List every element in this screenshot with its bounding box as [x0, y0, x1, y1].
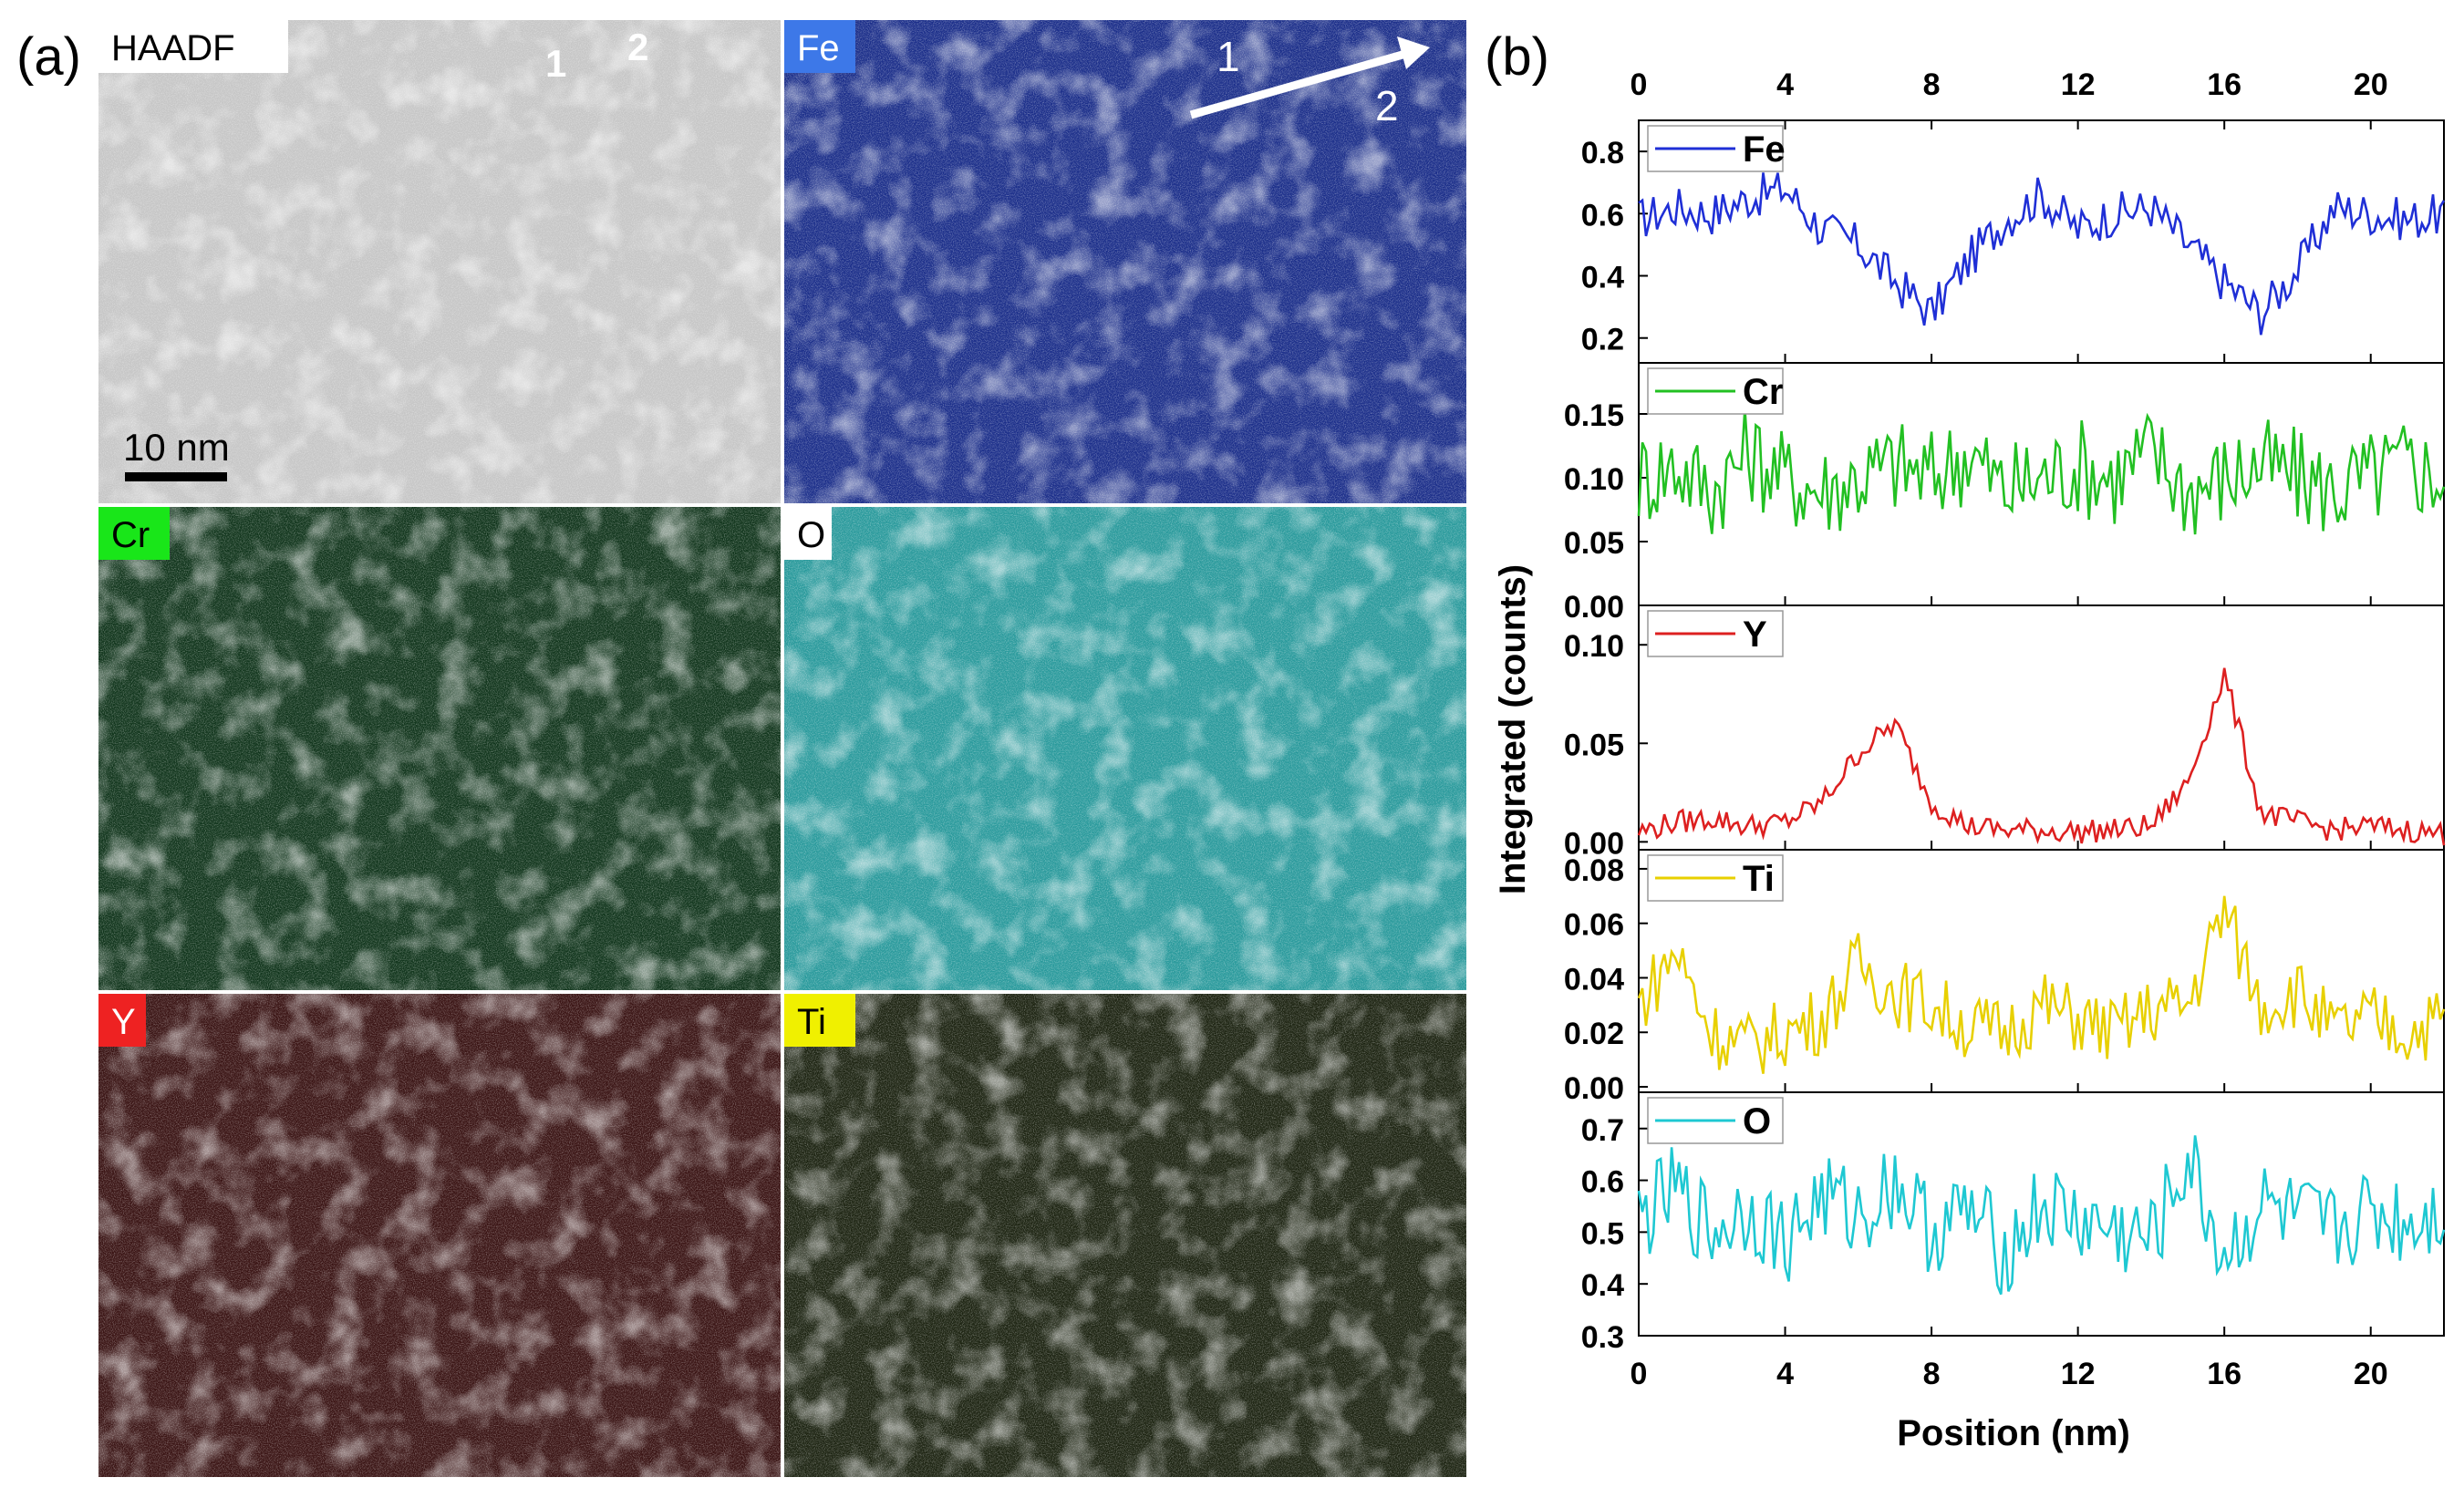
series-line-ti: [1637, 895, 2446, 1074]
legend-label: O: [1743, 1101, 1771, 1142]
map-tag-y: [98, 994, 146, 1047]
bottom-x-tick-label: 4: [1776, 1357, 1794, 1391]
y-tick-label: 0.10: [1564, 629, 1624, 664]
subplot-cr: 0.15 0.10 0.05 0.00 Cr: [1564, 362, 2446, 625]
map-fe: Fe: [784, 20, 1466, 503]
scale-bar-label: 10 nm: [123, 426, 230, 469]
map-cr: Cr: [98, 507, 781, 990]
subplot-fe: 0.8 0.6 0.4 0.2 Fe: [1581, 119, 2446, 364]
line-scan-arrowhead: [1397, 36, 1430, 69]
bottom-axis: 0 4 8 12 16 20: [1631, 1357, 2388, 1391]
panel-b: (b) 0 4 8 12 16 20 0.8 0.6 0.4 0.2 Fe 0.15 0.10 0.05…: [1485, 27, 2446, 1453]
y-tick-label: 0.4: [1581, 261, 1624, 295]
y-tick-label: 0.08: [1564, 853, 1624, 888]
panel-a-label: (a): [16, 27, 81, 87]
map-y: Y: [98, 994, 781, 1477]
y-tick-label: 0.7: [1581, 1113, 1624, 1148]
top-x-tick-label: 0: [1631, 67, 1648, 102]
series-line-y: [1637, 667, 2446, 846]
map-speckle-layer: [98, 20, 781, 503]
series-line-fe: [1638, 172, 2446, 336]
legend-label: Cr: [1743, 372, 1783, 412]
bottom-x-tick-label: 0: [1631, 1357, 1648, 1391]
map-tag-label: HAADF: [111, 28, 235, 68]
y-axis-label: Integrated (counts): [1493, 564, 1533, 894]
map-speckle-layer: [784, 507, 1466, 990]
y-tick-label: 0.02: [1564, 1017, 1624, 1051]
series-line-o: [1637, 1135, 2446, 1296]
y-tick-label: 0.5: [1581, 1216, 1624, 1251]
panel-b-label: (b): [1485, 27, 1549, 87]
bottom-x-tick-label: 16: [2207, 1357, 2241, 1391]
arrow-label-1: 1: [1216, 33, 1240, 80]
subplot-o: 0.7 0.6 0.5 0.4 0.3 O: [1581, 1091, 2446, 1355]
y-tick-label: 0.06: [1564, 908, 1624, 943]
map-tag-label: Ti: [797, 1002, 826, 1042]
map-speckle-layer: [784, 994, 1466, 1477]
haadf-point-1: 1: [545, 42, 566, 85]
y-tick-label: 0.8: [1581, 136, 1624, 170]
map-o: O: [784, 507, 1466, 990]
legend-y: Y: [1647, 610, 1784, 657]
legend-label: Y: [1743, 615, 1767, 655]
map-ti: Ti: [784, 994, 1466, 1477]
y-tick-label: 0.00: [1564, 590, 1624, 625]
subplot-ti: 0.08 0.06 0.04 0.02 0.00 Ti: [1564, 849, 2446, 1106]
map-tag-o: [784, 507, 832, 560]
bottom-x-tick-label: 8: [1923, 1357, 1941, 1391]
y-tick-label: 0.4: [1581, 1268, 1624, 1303]
y-tick-label: 0.05: [1564, 728, 1624, 762]
elemental-maps: HAADF Fe Cr O Y Ti: [98, 20, 1466, 1477]
map-speckle-layer: [98, 994, 781, 1477]
y-tick-label: 0.6: [1581, 198, 1624, 232]
map-tag-ti: [784, 994, 855, 1047]
map-tag-haadf: [98, 20, 288, 73]
top-x-tick-label: 20: [2354, 67, 2388, 102]
haadf-point-2: 2: [627, 26, 648, 68]
scale-bar: [125, 472, 227, 481]
map-tag-label: Cr: [111, 515, 150, 555]
x-axis-label: Position (nm): [1897, 1413, 2130, 1453]
top-x-tick-label: 12: [2061, 67, 2096, 102]
top-x-tick-label: 8: [1923, 67, 1941, 102]
map-tag-fe: [784, 20, 855, 73]
legend-ti: Ti: [1647, 854, 1784, 902]
y-tick-label: 0.10: [1564, 462, 1624, 497]
y-tick-label: 0.04: [1564, 962, 1624, 997]
arrow-label-2: 2: [1375, 82, 1399, 129]
map-tag-label: Y: [111, 1002, 136, 1042]
line-scan-arrow: [1189, 48, 1411, 119]
map-tag-cr: [98, 507, 170, 560]
map-tag-label: O: [797, 515, 825, 555]
legend-cr: Cr: [1647, 367, 1784, 415]
map-speckle-layer: [784, 20, 1466, 503]
map-tag-label: Fe: [797, 28, 840, 68]
y-tick-label: 0.15: [1564, 398, 1624, 433]
map-speckle-layer: [98, 507, 781, 990]
series-line-cr: [1637, 408, 2446, 535]
y-tick-label: 0.05: [1564, 526, 1624, 561]
y-tick-label: 0.00: [1564, 1071, 1624, 1106]
legend-o: O: [1647, 1097, 1784, 1144]
subplot-frame: [1638, 1091, 2445, 1337]
top-x-tick-label: 4: [1776, 67, 1794, 102]
y-tick-label: 0.2: [1581, 323, 1624, 357]
top-x-tick-label: 16: [2207, 67, 2241, 102]
line-profile-subplots: 0.8 0.6 0.4 0.2 Fe 0.15 0.10 0.05 0.00 Cr 0.10 0.05…: [1564, 119, 2446, 1355]
panel-a: (a) HAADF Fe Cr O Y Ti 1 2 10 nm 1 2: [16, 20, 1466, 1477]
bottom-x-tick-label: 20: [2354, 1357, 2388, 1391]
legend-label: Ti: [1743, 859, 1775, 899]
map-haadf: HAADF: [98, 20, 781, 503]
legend-label: Fe: [1743, 129, 1786, 170]
bottom-x-tick-label: 12: [2061, 1357, 2096, 1391]
y-tick-label: 0.00: [1564, 826, 1624, 861]
subplot-y: 0.10 0.05 0.00 Y: [1564, 604, 2446, 861]
top-axis: 0 4 8 12 16 20: [1631, 67, 2388, 129]
y-tick-label: 0.3: [1581, 1320, 1624, 1355]
y-tick-label: 0.6: [1581, 1165, 1624, 1200]
legend-fe: Fe: [1647, 125, 1786, 172]
